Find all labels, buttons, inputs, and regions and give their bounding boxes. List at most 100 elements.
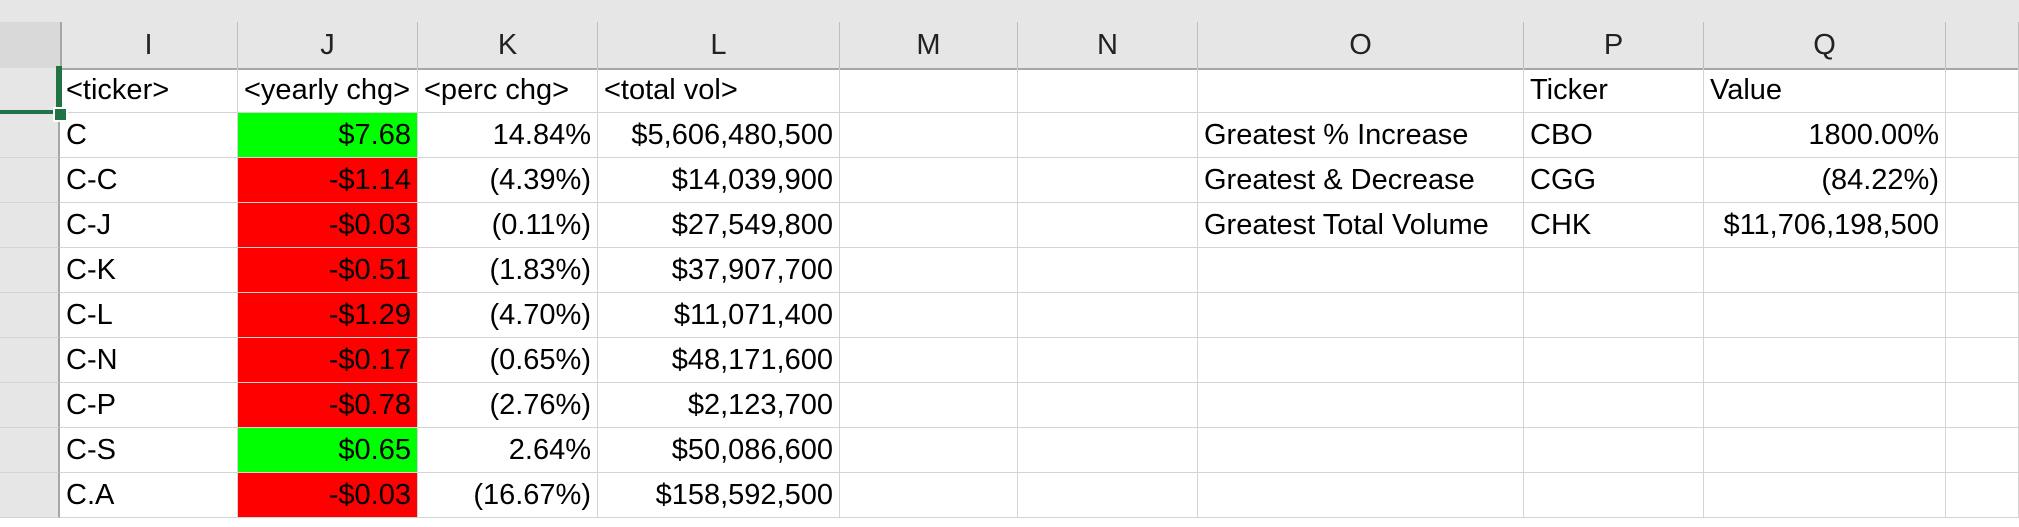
column-header-Q[interactable]: Q — [1704, 22, 1946, 68]
column-header-J[interactable]: J — [238, 22, 418, 68]
cell-summary-ticker[interactable]: CHK — [1524, 203, 1704, 248]
cell-empty[interactable] — [1018, 383, 1198, 428]
cell-empty[interactable] — [1018, 248, 1198, 293]
row-number-cell[interactable] — [0, 293, 60, 338]
cell-summary-label[interactable] — [1198, 293, 1524, 338]
cell-summary-label[interactable] — [1198, 248, 1524, 293]
cell-empty[interactable] — [1946, 473, 2019, 518]
cell-ticker[interactable]: C — [60, 113, 238, 158]
cell-summary-label[interactable]: Greatest % Increase — [1198, 113, 1524, 158]
cell-yearly-chg[interactable]: -$0.51 — [238, 248, 418, 293]
column-header-O[interactable]: O — [1198, 22, 1524, 68]
cell-summary-value[interactable] — [1704, 338, 1946, 383]
cell-summary-value[interactable]: $11,706,198,500 — [1704, 203, 1946, 248]
cell-summary-label[interactable] — [1198, 383, 1524, 428]
cell-ticker[interactable]: C-N — [60, 338, 238, 383]
cell-ticker[interactable]: C-S — [60, 428, 238, 473]
cell-empty[interactable] — [1018, 158, 1198, 203]
fill-handle[interactable] — [53, 107, 68, 122]
cell-total-vol-header[interactable]: <total vol> — [598, 68, 840, 113]
cell-empty[interactable] — [1018, 428, 1198, 473]
cell-summary-value[interactable] — [1704, 293, 1946, 338]
cell-ticker[interactable]: C-L — [60, 293, 238, 338]
cell-yearly-chg[interactable]: -$1.14 — [238, 158, 418, 203]
cell-empty[interactable] — [1946, 293, 2019, 338]
cell-summary-ticker[interactable]: CGG — [1524, 158, 1704, 203]
cell-total-vol[interactable]: $27,549,800 — [598, 203, 840, 248]
cell-summary-value[interactable]: (84.22%) — [1704, 158, 1946, 203]
cell-perc-chg[interactable]: (4.39%) — [418, 158, 598, 203]
cell-empty[interactable] — [840, 158, 1018, 203]
row-number-cell[interactable] — [0, 113, 60, 158]
cell-empty[interactable] — [840, 203, 1018, 248]
cell-yearly-chg[interactable]: $7.68 — [238, 113, 418, 158]
cell-ticker-header[interactable]: <ticker> — [60, 68, 238, 113]
cell-empty[interactable] — [1946, 203, 2019, 248]
row-number-cell[interactable] — [0, 68, 60, 113]
cell-empty[interactable] — [840, 473, 1018, 518]
column-header-I[interactable]: I — [60, 22, 238, 68]
row-number-cell[interactable] — [0, 383, 60, 428]
cell-total-vol[interactable]: $5,606,480,500 — [598, 113, 840, 158]
column-header-N[interactable]: N — [1018, 22, 1198, 68]
column-header-L[interactable]: L — [598, 22, 840, 68]
cell-summary-value[interactable]: 1800.00% — [1704, 113, 1946, 158]
cell-yearly-chg-header[interactable]: <yearly chg> — [238, 68, 418, 113]
cell-summary-value-header[interactable]: Value — [1704, 68, 1946, 113]
row-number-cell[interactable] — [0, 203, 60, 248]
cell-empty[interactable] — [840, 338, 1018, 383]
cell-empty[interactable] — [1018, 293, 1198, 338]
cell-empty[interactable] — [840, 293, 1018, 338]
cell-perc-chg[interactable]: 14.84% — [418, 113, 598, 158]
cell-summary-ticker[interactable] — [1524, 383, 1704, 428]
column-header-M[interactable]: M — [840, 22, 1018, 68]
cell-ticker[interactable]: C.A — [60, 473, 238, 518]
cell-empty[interactable] — [1946, 158, 2019, 203]
cell-summary-label[interactable] — [1198, 473, 1524, 518]
cell-perc-chg[interactable]: (16.67%) — [418, 473, 598, 518]
cell-summary-ticker[interactable]: CBO — [1524, 113, 1704, 158]
cell-summary-label[interactable]: Greatest Total Volume — [1198, 203, 1524, 248]
row-number-cell[interactable] — [0, 473, 60, 518]
cell-perc-chg[interactable]: (2.76%) — [418, 383, 598, 428]
cell-empty[interactable] — [840, 428, 1018, 473]
cell-empty[interactable] — [1946, 248, 2019, 293]
cell-summary-value[interactable] — [1704, 383, 1946, 428]
cell-summary-label[interactable]: Greatest & Decrease — [1198, 158, 1524, 203]
cell-total-vol[interactable]: $37,907,700 — [598, 248, 840, 293]
cell-summary-ticker[interactable] — [1524, 248, 1704, 293]
cell-yearly-chg[interactable]: -$1.29 — [238, 293, 418, 338]
row-number-cell[interactable] — [0, 338, 60, 383]
cell-summary-ticker[interactable] — [1524, 338, 1704, 383]
cell-total-vol[interactable]: $48,171,600 — [598, 338, 840, 383]
cell-summary-ticker[interactable] — [1524, 473, 1704, 518]
cell-empty[interactable] — [840, 248, 1018, 293]
cell-ticker[interactable]: C-J — [60, 203, 238, 248]
cell-perc-chg-header[interactable]: <perc chg> — [418, 68, 598, 113]
cell-yearly-chg[interactable]: -$0.17 — [238, 338, 418, 383]
cell-yearly-chg[interactable]: -$0.03 — [238, 203, 418, 248]
cell-empty[interactable] — [1198, 68, 1524, 113]
cell-total-vol[interactable]: $11,071,400 — [598, 293, 840, 338]
column-header-P[interactable]: P — [1524, 22, 1704, 68]
cell-empty[interactable] — [1018, 113, 1198, 158]
column-header-next[interactable] — [1946, 22, 2019, 68]
cell-summary-label[interactable] — [1198, 338, 1524, 383]
cell-summary-ticker[interactable] — [1524, 428, 1704, 473]
select-all-corner[interactable] — [0, 22, 62, 68]
cell-perc-chg[interactable]: (0.65%) — [418, 338, 598, 383]
cell-empty[interactable] — [1018, 68, 1198, 113]
cell-yearly-chg[interactable]: $0.65 — [238, 428, 418, 473]
cell-empty[interactable] — [1946, 383, 2019, 428]
cell-empty[interactable] — [1018, 338, 1198, 383]
cell-total-vol[interactable]: $2,123,700 — [598, 383, 840, 428]
cell-total-vol[interactable]: $50,086,600 — [598, 428, 840, 473]
cell-total-vol[interactable]: $158,592,500 — [598, 473, 840, 518]
cell-empty[interactable] — [840, 113, 1018, 158]
cell-summary-value[interactable] — [1704, 248, 1946, 293]
cell-yearly-chg[interactable]: -$0.03 — [238, 473, 418, 518]
cell-empty[interactable] — [1946, 113, 2019, 158]
cell-empty[interactable] — [1946, 68, 2019, 113]
cell-summary-label[interactable] — [1198, 428, 1524, 473]
cell-empty[interactable] — [1018, 473, 1198, 518]
